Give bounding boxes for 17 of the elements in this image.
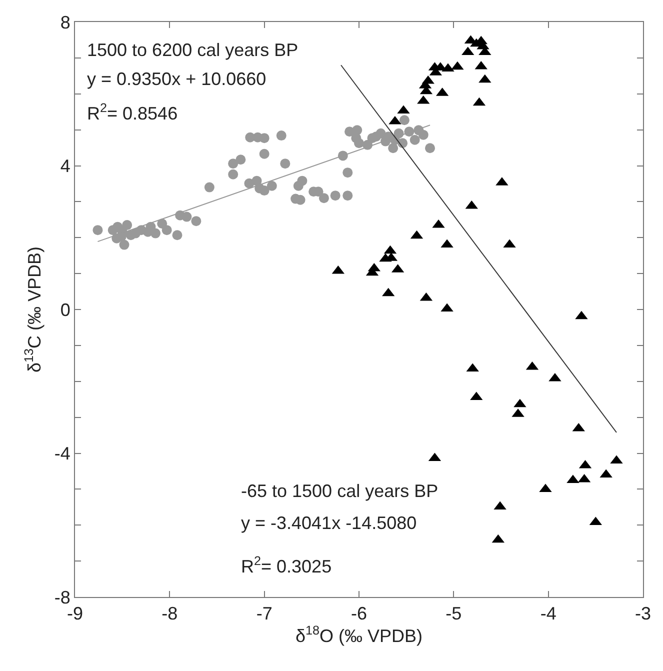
x-axis-title: δ$^{18}$O (‰ VPDB)	[295, 624, 423, 646]
annotation: -65 to 1500 cal years BP	[241, 481, 438, 501]
y-tick-label: 4	[60, 156, 70, 176]
x-tick-label: -5	[446, 604, 462, 624]
annotation: R$^{2}$= 0.8546	[87, 101, 178, 124]
x-tick-label: -3	[634, 604, 652, 624]
x-tick-label: -8	[162, 604, 178, 624]
x-tick-label: -4	[540, 604, 556, 624]
y-tick-label: -4	[54, 444, 70, 464]
annotation: 1500 to 6200 cal years BP	[87, 40, 298, 60]
annotation: R$^{2}$= 0.3025	[241, 554, 332, 577]
y-tick-label: 0	[60, 300, 70, 320]
x-tick-label: -7	[256, 604, 272, 624]
x-tick-label: -6	[350, 604, 368, 624]
annotation: y = 0.9350x + 10.0660	[87, 69, 266, 89]
annotation: y = -3.4041x -14.5080	[241, 513, 417, 533]
y-tick-label: 8	[60, 12, 70, 32]
